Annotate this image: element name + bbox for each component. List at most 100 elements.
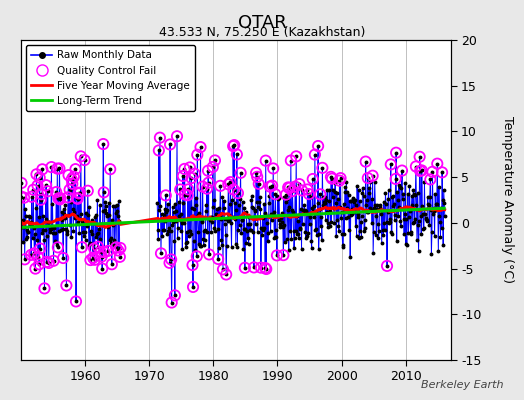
Point — [157, 250, 165, 256]
Point — [34, 254, 42, 260]
Point — [96, 249, 105, 255]
Point — [42, 182, 50, 188]
Point — [250, 264, 258, 271]
Point — [64, 172, 73, 178]
Point — [54, 195, 62, 202]
Point — [62, 282, 71, 289]
Point — [68, 180, 77, 187]
Point — [391, 176, 400, 182]
Point — [37, 196, 45, 203]
Point — [36, 174, 44, 181]
Point — [438, 169, 446, 176]
Point — [97, 253, 106, 260]
Point — [209, 164, 217, 170]
Point — [30, 250, 38, 256]
Point — [73, 196, 82, 202]
Point — [56, 196, 64, 202]
Point — [205, 251, 213, 258]
Point — [116, 254, 124, 260]
Point — [222, 271, 231, 278]
Point — [106, 166, 114, 172]
Point — [155, 147, 163, 154]
Point — [336, 175, 345, 181]
Point — [216, 183, 224, 189]
Point — [38, 166, 47, 172]
Point — [236, 170, 245, 176]
Point — [181, 191, 189, 198]
Point — [309, 176, 317, 182]
Point — [20, 194, 28, 201]
Point — [32, 171, 41, 178]
Point — [74, 190, 83, 197]
Point — [288, 188, 297, 194]
Point — [78, 244, 86, 250]
Y-axis label: Temperature Anomaly (°C): Temperature Anomaly (°C) — [501, 116, 514, 284]
Point — [56, 195, 64, 201]
Point — [268, 182, 276, 189]
Point — [335, 178, 344, 184]
Point — [34, 182, 42, 189]
Point — [196, 144, 205, 150]
Point — [187, 175, 195, 181]
Point — [98, 265, 106, 272]
Point — [29, 186, 37, 193]
Point — [107, 261, 116, 268]
Point — [305, 191, 313, 197]
Point — [314, 143, 322, 149]
Point — [64, 194, 72, 200]
Point — [43, 188, 52, 194]
Point — [168, 299, 176, 306]
Point — [100, 249, 108, 255]
Point — [383, 263, 391, 269]
Point — [224, 181, 233, 188]
Point — [226, 179, 235, 185]
Point — [94, 244, 102, 250]
Point — [255, 181, 263, 187]
Point — [91, 256, 99, 263]
Point — [161, 192, 170, 198]
Point — [52, 189, 60, 195]
Point — [37, 191, 46, 198]
Point — [327, 174, 335, 180]
Text: Berkeley Earth: Berkeley Earth — [421, 380, 503, 390]
Point — [166, 260, 174, 266]
Point — [31, 266, 40, 272]
Point — [282, 191, 290, 198]
Point — [17, 193, 25, 200]
Point — [387, 161, 395, 168]
Point — [328, 176, 336, 182]
Point — [291, 184, 299, 190]
Point — [72, 298, 80, 305]
Point — [241, 264, 249, 271]
Point — [114, 247, 123, 254]
Point — [364, 175, 372, 181]
Text: OTAR: OTAR — [237, 14, 287, 32]
Point — [311, 152, 319, 158]
Point — [199, 183, 207, 190]
Point — [426, 176, 434, 183]
Point — [104, 248, 112, 254]
Point — [49, 258, 58, 264]
Point — [368, 172, 377, 179]
Point — [17, 180, 26, 186]
Point — [203, 186, 211, 192]
Point — [53, 165, 61, 172]
Point — [66, 186, 74, 193]
Point — [189, 284, 197, 290]
Point — [47, 164, 56, 170]
Point — [27, 252, 35, 258]
Point — [398, 167, 406, 174]
Legend: Raw Monthly Data, Quality Control Fail, Five Year Moving Average, Long-Term Tren: Raw Monthly Data, Quality Control Fail, … — [26, 45, 195, 111]
Point — [362, 158, 370, 165]
Point — [193, 152, 202, 158]
Point — [392, 150, 400, 156]
Point — [36, 245, 45, 252]
Point — [279, 252, 288, 258]
Point — [77, 153, 85, 160]
Point — [252, 170, 260, 176]
Point — [180, 166, 189, 172]
Point — [433, 160, 442, 167]
Point — [193, 253, 201, 260]
Point — [298, 187, 306, 194]
Point — [418, 167, 426, 174]
